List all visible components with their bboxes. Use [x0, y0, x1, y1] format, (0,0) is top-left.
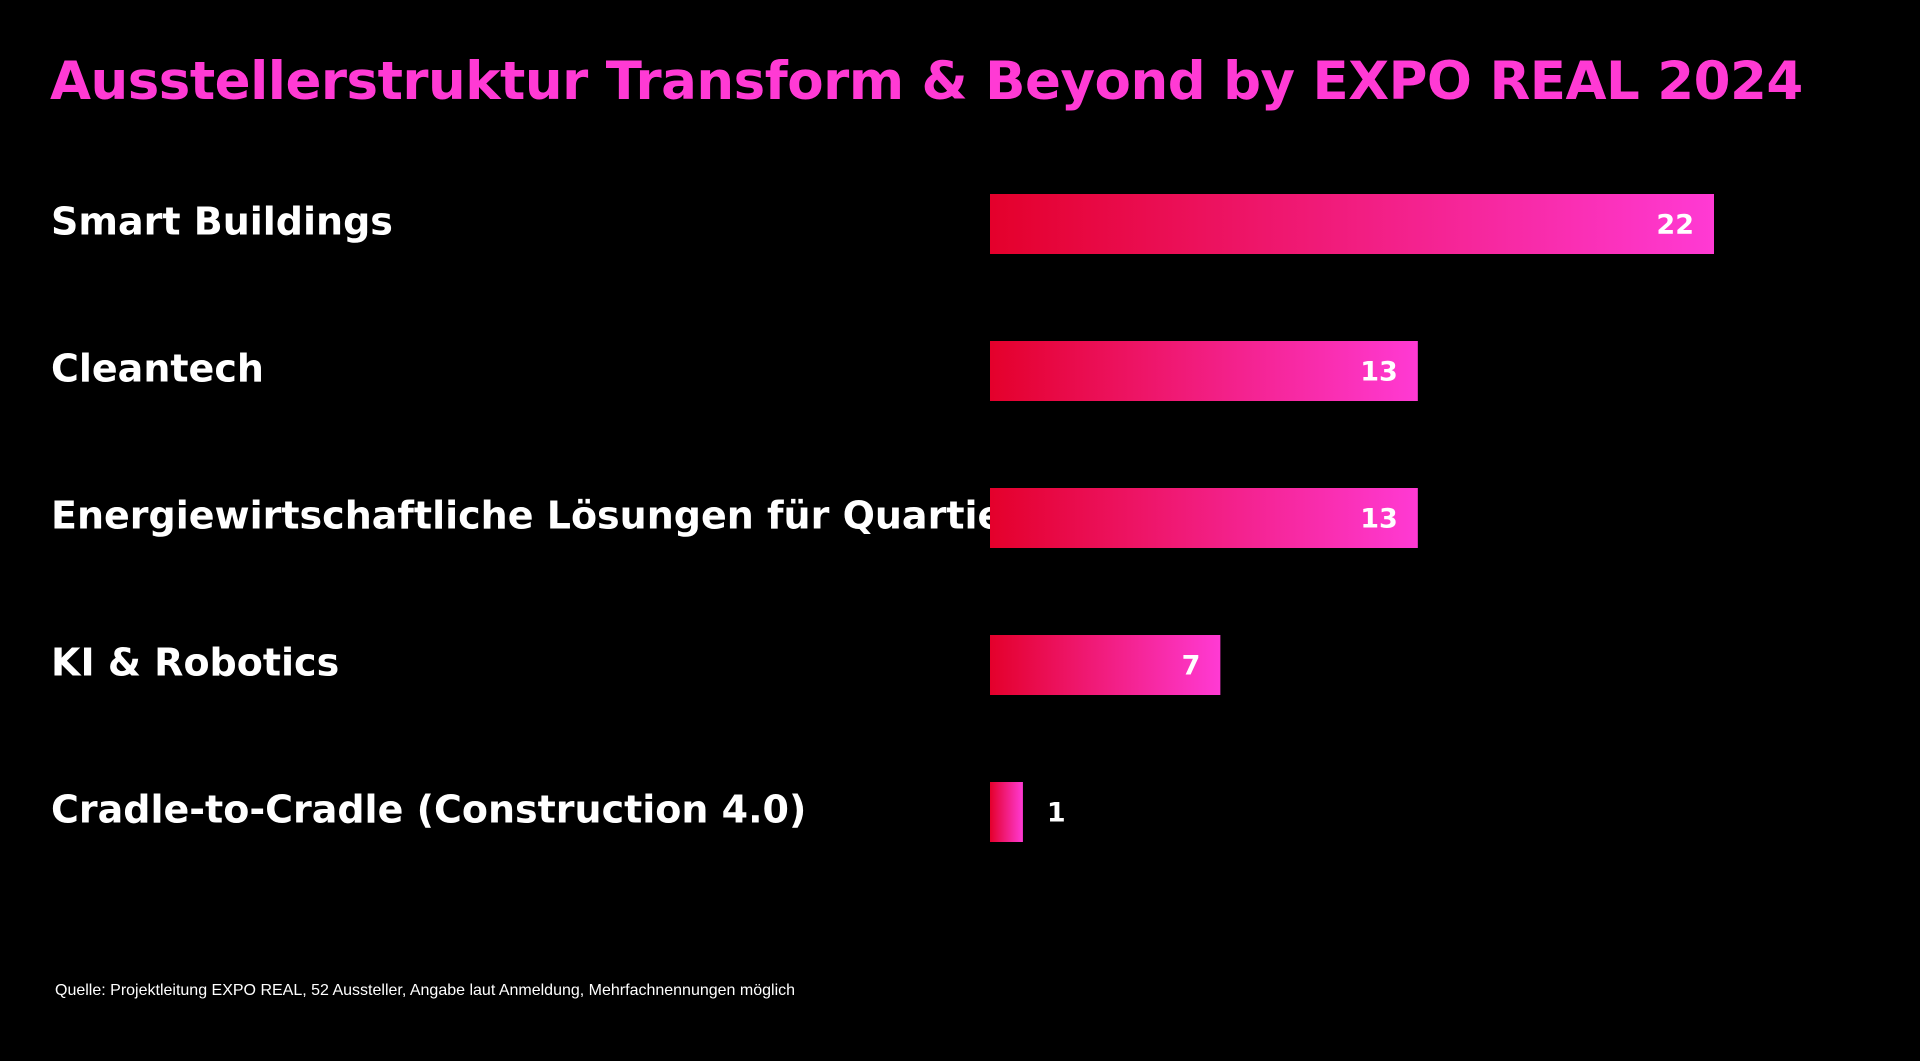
bar	[990, 488, 1418, 548]
bar	[990, 635, 1221, 695]
bar	[990, 782, 1023, 842]
bar	[990, 341, 1418, 401]
category-label: Energiewirtschaftliche Lösungen für Quar…	[51, 494, 1048, 538]
category-label: Cleantech	[51, 347, 264, 391]
value-label: 13	[1360, 357, 1398, 388]
category-label: Smart Buildings	[51, 200, 393, 244]
value-label: 1	[1047, 798, 1066, 829]
value-label: 7	[1182, 651, 1201, 682]
source-note: Quelle: Projektleitung EXPO REAL, 52 Aus…	[55, 982, 796, 999]
bars-layer: Smart Buildings 22 Cleantech 13 Energiewirts…	[51, 194, 1714, 842]
value-label: 22	[1656, 210, 1694, 241]
bar	[990, 194, 1714, 254]
chart-title: Ausstellerstruktur Transform & Beyond by…	[50, 51, 1803, 112]
category-label: KI & Robotics	[51, 641, 339, 685]
category-label: Cradle-to-Cradle (Construction 4.0)	[51, 788, 806, 832]
value-label: 13	[1360, 504, 1398, 535]
